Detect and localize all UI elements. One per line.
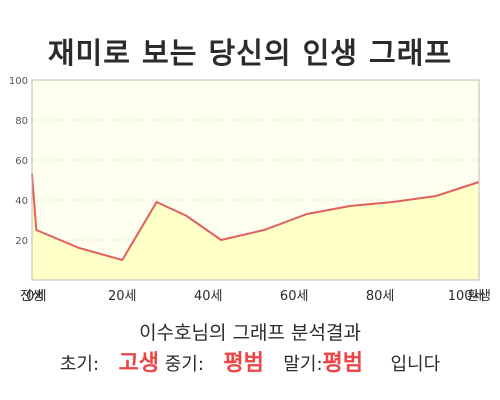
x-tick-label: 0세 [26, 289, 46, 304]
y-tick-label: 80 [15, 116, 28, 127]
x-tick-label: 환생 [467, 289, 491, 304]
mid-label: 중기: [164, 354, 204, 375]
x-tick-label: 전생 [20, 289, 44, 304]
x-tick-label: 20세 [108, 289, 137, 304]
life-line [31, 173, 480, 262]
y-tick-label: 100 [9, 76, 28, 87]
plot-border [31, 79, 480, 281]
chart-title: 재미로 보는 당신의 인생 그래프 [47, 36, 453, 70]
y-axis-ticks: 20 40 60 80 100 [9, 76, 28, 247]
y-tick-label: 40 [15, 196, 28, 207]
late-label: 말기: [283, 354, 323, 375]
x-tick-label: 60세 [280, 289, 309, 304]
x-tick-label: 80세 [366, 289, 395, 304]
result-suffix: 입니다 [390, 354, 441, 375]
y-tick-label: 60 [15, 156, 28, 167]
early-label: 초기: [59, 354, 100, 375]
analysis-summary: 이수호님의 그래프 분석결과 [139, 322, 361, 344]
y-tick-label: 20 [15, 236, 28, 247]
analysis-result: 초기: 고생 중기: 평범 말기:평범 입니다 [0, 345, 500, 377]
life-area [32, 174, 479, 280]
late-value: 평범 [322, 351, 363, 376]
mid-value: 평범 [223, 351, 264, 376]
x-tick-label: 40세 [194, 289, 223, 304]
x-tick-label: 100세 [448, 289, 485, 304]
early-value: 고생 [118, 351, 159, 376]
